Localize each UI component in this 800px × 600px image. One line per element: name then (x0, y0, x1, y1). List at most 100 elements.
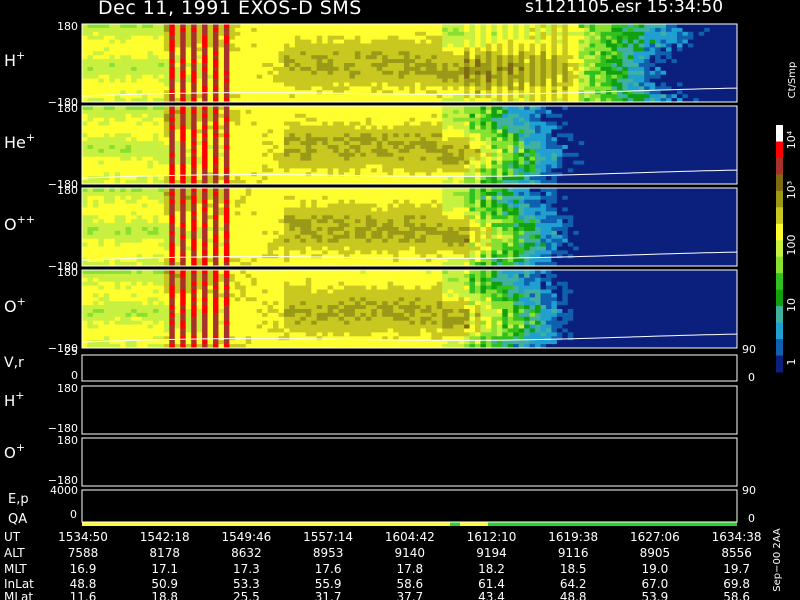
ephemeris-cell: 25.5 (233, 590, 260, 600)
y-tick-bottom: −180 (48, 422, 78, 435)
colorbar-swatch (776, 289, 783, 307)
y-tick-top: 180 (57, 382, 78, 395)
colorbar-swatch (776, 355, 783, 373)
ephemeris-cell: 17.1 (151, 562, 178, 576)
y-tick-bottom: −180 (48, 342, 78, 355)
panel-label: He+ (4, 131, 35, 152)
ephemeris-cell: 19.0 (642, 562, 669, 576)
ephemeris-cell: 8953 (313, 546, 344, 560)
colorbar: 10⁴ 10³ 100 10 1 Ct/Smp (776, 62, 798, 373)
panel-label: O+ (4, 441, 25, 462)
ephemeris-cell: 17.3 (233, 562, 260, 576)
ephemeris-cell: 16.9 (70, 562, 97, 576)
ephemeris-cell: 1627:06 (630, 530, 680, 544)
colorbar-swatch (776, 125, 783, 142)
ephemeris-cell: 1634:38 (712, 530, 762, 544)
ephemeris-row-label: UT (4, 530, 21, 544)
panel-label: H+ (4, 389, 25, 410)
ephemeris-cell: 67.0 (642, 577, 669, 591)
spectrogram-panel-1 (81, 106, 738, 185)
ephemeris-cell: 1612:10 (467, 530, 517, 544)
spectrogram-panel-2 (81, 188, 738, 267)
colorbar-swatch (776, 157, 783, 175)
ephemeris-cell: 9194 (476, 546, 507, 560)
panel-label: V,r (4, 355, 24, 371)
ephemeris-cell: 31.7 (315, 590, 342, 600)
right-tick: 90 (742, 343, 756, 356)
ephemeris-cell: 11.6 (70, 590, 97, 600)
ephemeris-cell: 18.5 (560, 562, 587, 576)
ephemeris-cell: 48.8 (560, 590, 587, 600)
colorbar-swatch (776, 256, 783, 274)
ephemeris-cell: 1619:38 (548, 530, 598, 544)
spectrogram-panel-0 (81, 24, 738, 103)
colorbar-swatch (776, 223, 783, 241)
ephemeris-row-label: MLat (4, 590, 33, 600)
colorbar-swatch (776, 306, 783, 324)
colorbar-tick: 100 (785, 235, 798, 256)
heatmap-layer (81, 24, 738, 526)
colorbar-swatch (776, 141, 783, 159)
colorbar-tick: 1 (785, 359, 798, 366)
y-tick-top: 180 (57, 184, 78, 197)
ephemeris-cell: 55.9 (315, 577, 342, 591)
colorbar-swatch (776, 339, 783, 357)
ephemeris-cell: 64.2 (560, 577, 587, 591)
colorbar-tick: 10 (785, 298, 798, 312)
ephemeris-cell: 8556 (721, 546, 752, 560)
qa-bar-gap (460, 521, 488, 526)
ephemeris-cell: 61.4 (478, 577, 505, 591)
ephemeris-cell: 8905 (640, 546, 671, 560)
y-tick-top: 180 (57, 20, 78, 33)
qa-bar-late (488, 521, 737, 526)
y-tick-top: 180 (57, 102, 78, 115)
ephemeris-row-label: MLT (4, 562, 27, 576)
ephemeris-cell: 18.8 (151, 590, 178, 600)
ephemeris-cell: 50.9 (151, 577, 178, 591)
ephemeris-cell: 58.6 (396, 577, 423, 591)
y-tick-bottom: 0 (70, 508, 77, 521)
ephemeris-cell: 1604:42 (385, 530, 435, 544)
ephemeris-row-label: InLat (4, 577, 34, 591)
ephemeris-cell: 8178 (149, 546, 180, 560)
colorbar-unit: Ct/Smp (787, 62, 798, 99)
panel-label: QA (8, 512, 27, 527)
ephemeris-cell: 58.6 (723, 590, 750, 600)
colorbar-swatch (776, 174, 783, 192)
ephemeris-cell: 1557:14 (303, 530, 353, 544)
y-tick-bottom: −180 (48, 96, 78, 109)
ephemeris-cell: 43.4 (478, 590, 505, 600)
ephemeris-row-label: ALT (4, 546, 25, 560)
y-tick-bottom: 0 (71, 369, 78, 382)
colorbar-swatch (776, 190, 783, 208)
y-tick-top: 25 (64, 345, 78, 358)
panel-label: O+ (4, 295, 26, 316)
right-tick: 0 (748, 371, 755, 384)
ephemeris-cell: 69.8 (723, 577, 750, 591)
y-tick-top: 180 (57, 266, 78, 279)
y-tick-bottom: −180 (48, 260, 78, 273)
ephemeris-cell: 17.8 (396, 562, 423, 576)
ephemeris-cell: 1549:46 (221, 530, 271, 544)
ephemeris-cell: 18.2 (478, 562, 505, 576)
ephemeris-cell: 53.3 (233, 577, 260, 591)
spectrogram-panel-3 (81, 270, 738, 349)
colorbar-swatch (776, 322, 783, 340)
ephemeris-cell: 9140 (395, 546, 426, 560)
colorbar-tick: 10³ (785, 181, 798, 199)
ephemeris-cell: 8632 (231, 546, 262, 560)
ephemeris-cell: 9116 (558, 546, 589, 560)
qa-bar-good (82, 521, 450, 526)
ephemeris-cell: 17.6 (315, 562, 342, 576)
panel-frames (81, 23, 738, 523)
colorbar-swatch (776, 240, 783, 258)
ephemeris-cell: 48.8 (70, 577, 97, 591)
ephemeris-cell: 7588 (68, 546, 99, 560)
ephemeris-table: UTALTMLTInLatMLat1534:50758816.948.811.6… (4, 530, 762, 600)
y-tick-top: 4000 (50, 484, 78, 497)
colorbar-tick: 10⁴ (785, 130, 798, 149)
chart-title: Dec 11, 1991 EXOS-D SMS (98, 0, 362, 19)
ephemeris-cell: 1534:50 (58, 530, 108, 544)
ephemeris-cell: 1542:18 (140, 530, 190, 544)
